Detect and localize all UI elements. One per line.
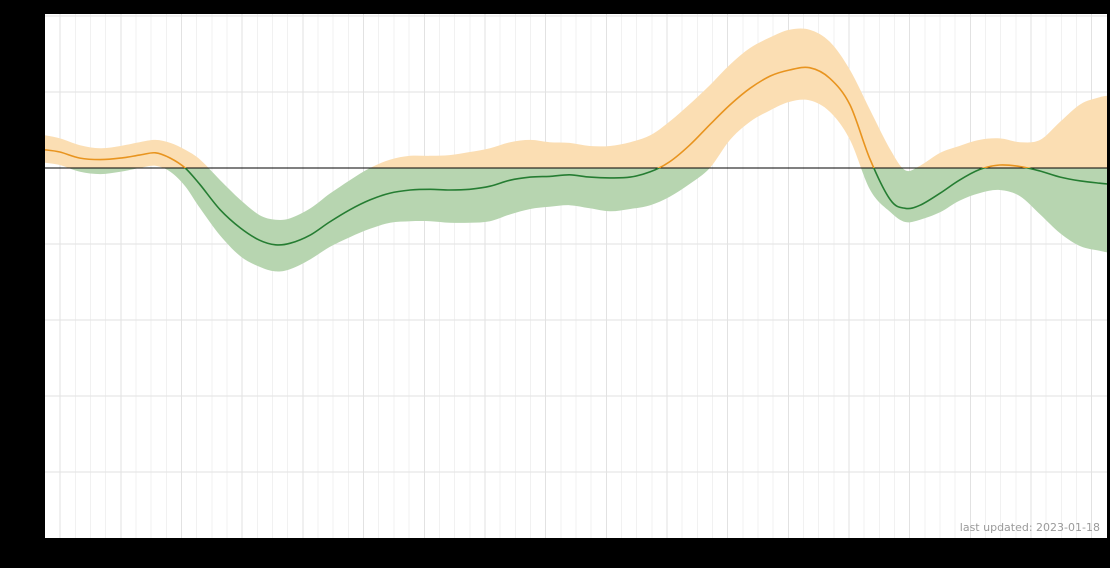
horizontal-gridlines (45, 15, 1107, 473)
last-updated-label: last updated: 2023-01-18 (960, 521, 1100, 534)
anomaly-line (45, 66, 1107, 246)
confidence-band (45, 28, 1107, 272)
vertical-gridlines (59, 14, 1093, 538)
